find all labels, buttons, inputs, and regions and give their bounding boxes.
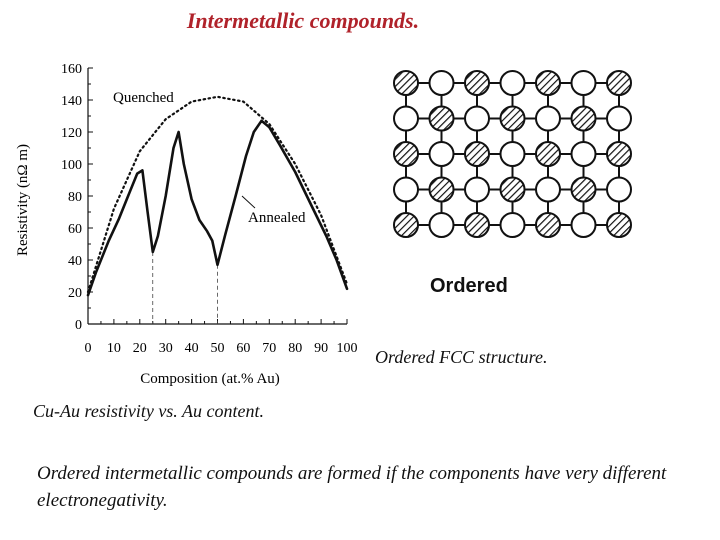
atom-open [570,141,597,167]
y-tick-label: 100 [61,158,82,173]
atom-hatched [606,70,632,96]
atom-open [606,176,632,203]
x-tick-label: 80 [288,341,302,356]
atom-open [393,105,419,132]
atom-hatched [464,212,490,238]
body-text: Ordered intermetallic compounds are form… [37,463,667,511]
y-tick-label: 120 [61,126,82,141]
atom-open [535,176,561,203]
atom-hatched [499,105,526,132]
atom-open [606,105,632,132]
atom-hatched [570,176,597,203]
x-tick-label: 90 [314,341,328,356]
atom-hatched [428,105,455,132]
x-tick-label: 50 [211,341,225,356]
x-tick-label: 30 [159,341,173,356]
slide-title: Intermetallic compounds. [186,8,420,33]
y-tick-label: 60 [68,222,82,237]
x-tick-label: 70 [262,341,276,356]
atom-hatched [606,212,632,238]
atom-hatched [393,212,419,238]
y-axis-label: Resistivity (nΩ m) [15,144,31,256]
fcc-lattice-diagram [393,70,632,238]
atom-open [464,176,490,203]
x-axis-label: Composition (at.% Au) [140,371,280,387]
atom-hatched [606,141,632,167]
x-tick-label: 20 [133,341,147,356]
x-tick-label: 0 [85,341,92,356]
atom-open [393,176,419,203]
atom-hatched [499,176,526,203]
y-tick-label: 0 [75,318,82,333]
x-tick-label: 10 [107,341,121,356]
series-annealed-line [86,119,349,297]
annotation-quenched: Quenched [113,90,174,106]
y-tick-label: 160 [61,62,82,77]
x-tick-label: 40 [185,341,199,356]
y-tick-label: 140 [61,94,82,109]
x-tick-label: 60 [236,341,250,356]
atom-hatched [393,141,419,167]
atom-open [570,212,597,238]
y-tick-label: 80 [68,190,82,205]
atom-hatched [535,70,561,96]
atom-open [464,105,490,132]
atom-open [570,70,597,96]
atom-open [535,105,561,132]
atom-hatched [464,141,490,167]
atom-hatched [535,212,561,238]
atom-open [428,70,455,96]
atom-hatched [393,70,419,96]
atom-hatched [535,141,561,167]
chart-guides [152,252,218,324]
chart-ticks: 0 20 40 60 80 100 120 140 160 0 10 20 30 40 50 60 70 80 90… [61,62,358,356]
atom-hatched [428,176,455,203]
atom-hatched [570,105,597,132]
annotation-annealed-pointer [241,195,256,209]
x-tick-label: 100 [337,341,358,356]
y-tick-label: 40 [68,254,82,269]
atom-open [499,70,526,96]
fcc-ordered-label: Ordered [430,275,508,297]
atom-open [428,212,455,238]
series-quenched-line [86,95,349,294]
atom-open [428,141,455,167]
y-tick-label: 20 [68,286,82,301]
chart-caption: Cu-Au resistivity vs. Au content. [33,401,264,421]
chart-curves [86,95,349,297]
atom-open [499,141,526,167]
atom-open [499,212,526,238]
annotation-annealed: Annealed [248,210,306,226]
atom-hatched [464,70,490,96]
fcc-caption: Ordered FCC structure. [375,347,548,367]
